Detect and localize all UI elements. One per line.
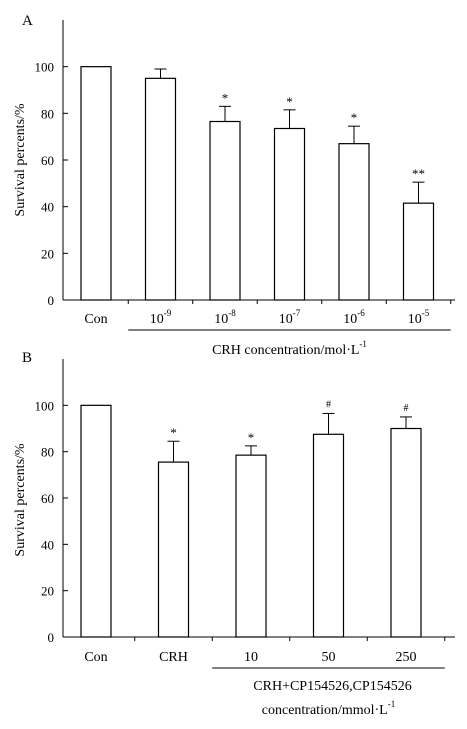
y-tick-label: 100 (35, 60, 55, 75)
y-tick-label: 60 (41, 153, 54, 168)
x-tick-label: CRH (159, 650, 188, 665)
significance-mark: * (248, 430, 255, 445)
x-tick-label: 10-8 (214, 308, 236, 327)
y-tick-label: 20 (41, 584, 54, 599)
bar (80, 66, 112, 301)
x-tick-label: 50 (322, 650, 336, 665)
y-tick-label: 40 (41, 200, 54, 215)
significance-mark: * (351, 110, 358, 125)
x-tick-label: 10-6 (343, 308, 365, 327)
bar (402, 202, 435, 301)
x-tick-label: 10-7 (279, 308, 301, 327)
y-axis-label: Survival percents/% (13, 443, 28, 556)
y-tick-label: 60 (41, 491, 54, 506)
significance-mark: * (170, 425, 177, 440)
bar (390, 427, 422, 638)
group-label: CRH concentration/mol·L-1 (212, 339, 367, 358)
y-tick-label: 80 (41, 445, 54, 460)
bar (312, 433, 345, 638)
y-tick-label: 40 (41, 537, 54, 552)
y-tick-label: 100 (35, 398, 55, 413)
significance-mark: # (404, 403, 409, 414)
bar (80, 404, 112, 638)
significance-mark: * (222, 90, 229, 105)
group-label-line1: CRH+CP154526,CP154526 (253, 679, 411, 694)
significance-mark: # (326, 399, 331, 410)
significance-mark: * (286, 94, 293, 109)
y-tick-label: 20 (41, 246, 54, 261)
panel-b: B 0 20 40 60 80 100 Survival percents/% Con * CRH *… (13, 350, 455, 718)
y-tick-label: 80 (41, 106, 54, 121)
bar (144, 77, 177, 301)
bar (235, 454, 267, 638)
x-tick-label: Con (84, 312, 107, 327)
y-axis-label: Survival percents/% (13, 103, 28, 216)
panel-a: A 0 20 40 60 80 100 Survival percents/% Con 10-9 *… (13, 13, 455, 358)
significance-mark: ** (412, 166, 425, 181)
x-tick-label: 10 (244, 650, 258, 665)
bar (273, 127, 306, 301)
x-tick-label: 10-9 (150, 308, 172, 327)
y-tick-label: 0 (48, 630, 55, 645)
group-label: concentration/mmol·L-1 (262, 699, 395, 718)
x-tick-label: 10-5 (408, 308, 430, 327)
panel-label: A (22, 13, 33, 29)
x-tick-label: Con (84, 650, 107, 665)
y-tick-label: 0 (48, 293, 55, 308)
bar (157, 461, 190, 638)
bar (209, 120, 241, 301)
bar (338, 143, 370, 301)
panel-label: B (22, 350, 32, 366)
x-tick-label: 250 (396, 650, 417, 665)
